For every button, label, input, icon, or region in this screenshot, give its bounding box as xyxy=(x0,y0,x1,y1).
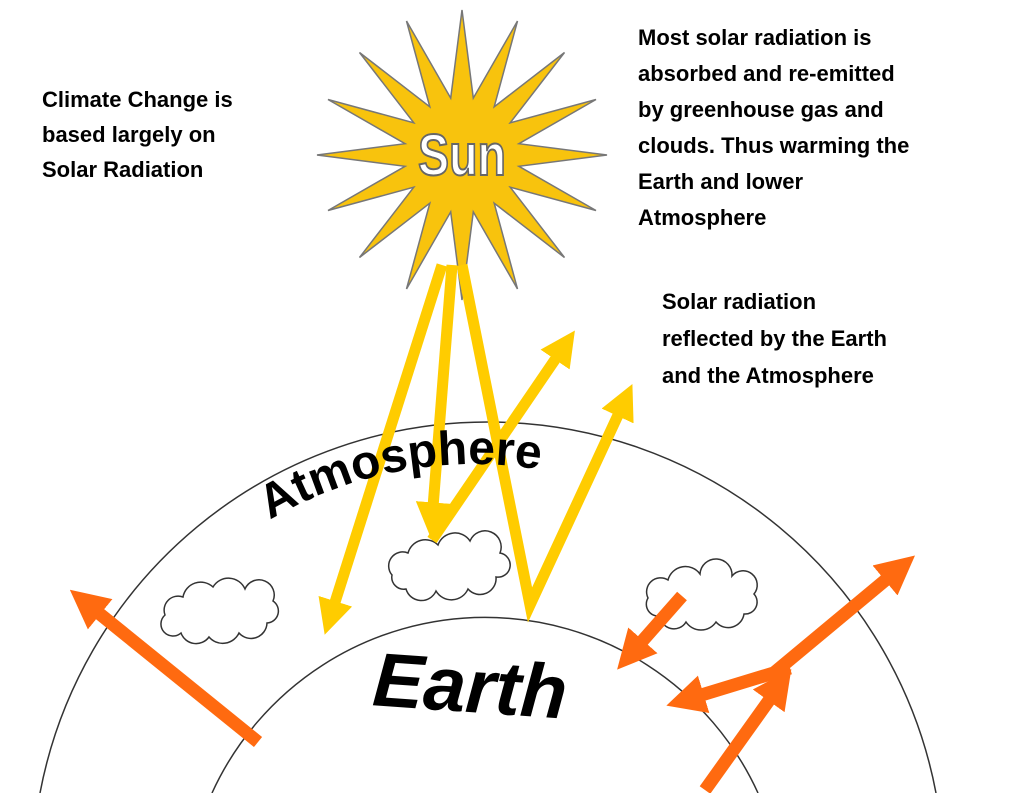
note-line: absorbed and re-emitted xyxy=(638,61,895,86)
note: Climate Change is based largely on Solar R… xyxy=(42,87,233,182)
earth-label: Earth xyxy=(370,637,570,735)
page: Sun Atmosphere Earth Climate Change is ba… xyxy=(0,0,1019,793)
atmosphere-label-path: Atmosphere xyxy=(250,422,545,529)
note-line: clouds. Thus warming the xyxy=(638,133,909,158)
atmosphere-label: Atmosphere xyxy=(250,422,545,529)
note: Solar radiation reflected by the Earth and… xyxy=(662,289,887,388)
note-line: Most solar radiation is xyxy=(638,25,872,50)
diagram: Sun Atmosphere Earth Climate Change is ba… xyxy=(0,0,1019,793)
note-line: Solar radiation xyxy=(662,289,816,314)
clouds xyxy=(161,531,757,644)
note-line: reflected by the Earth xyxy=(662,326,887,351)
note-line: Earth and lower xyxy=(638,169,803,194)
note: Most solar radiation is absorbed and re-e… xyxy=(638,25,909,230)
note-line: Climate Change is xyxy=(42,87,233,112)
note-line: Atmosphere xyxy=(638,205,766,230)
note-line: Solar Radiation xyxy=(42,157,203,182)
sun-label: Sun xyxy=(418,123,506,188)
note-line: by greenhouse gas and xyxy=(638,97,884,122)
note-line: based largely on xyxy=(42,122,216,147)
note-line: and the Atmosphere xyxy=(662,363,874,388)
